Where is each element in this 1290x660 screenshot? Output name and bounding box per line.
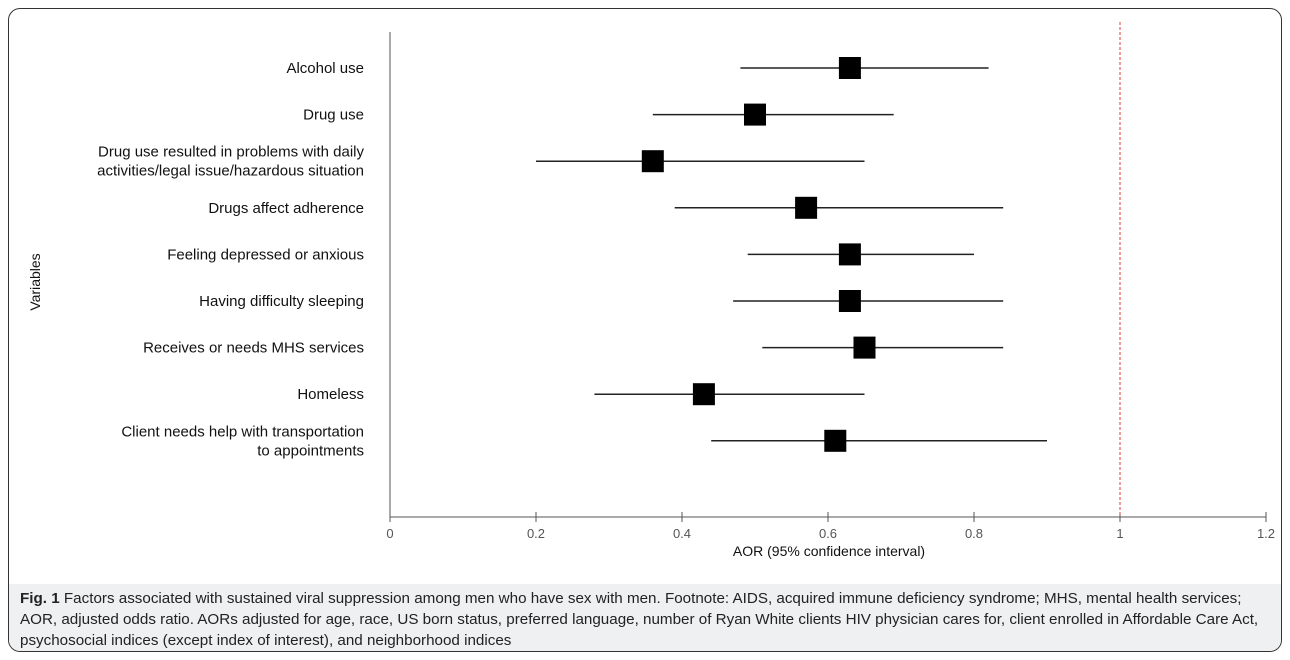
- caption-text: Factors associated with sustained viral …: [20, 590, 1259, 649]
- row-label: Having difficulty sleeping: [199, 293, 364, 310]
- forest-row: Drug use resulted in problems with daily…: [97, 144, 865, 180]
- aor-marker: [853, 336, 876, 359]
- row-label: Drug use: [303, 107, 364, 124]
- aor-marker: [641, 150, 664, 173]
- x-tick-label: 0.2: [527, 526, 545, 541]
- row-label: Homeless: [297, 386, 364, 403]
- row-label: to appointments: [257, 442, 364, 459]
- aor-marker: [838, 243, 861, 266]
- aor-marker: [795, 196, 818, 219]
- forest-row: Homeless: [297, 383, 865, 406]
- x-tick-label: 0.4: [673, 526, 691, 541]
- x-tick-label: 1.2: [1257, 526, 1275, 541]
- forest-row: Drugs affect adherence: [208, 196, 1004, 219]
- figure-label: Fig. 1: [20, 590, 60, 607]
- forest-row: Receives or needs MHS services: [143, 336, 1004, 359]
- aor-marker: [838, 57, 861, 79]
- row-label: Receives or needs MHS services: [143, 340, 364, 357]
- figure-caption: Fig. 1 Factors associated with sustained…: [20, 588, 1270, 651]
- row-label: Alcohol use: [286, 60, 364, 77]
- aor-marker: [824, 429, 847, 452]
- aor-marker: [838, 290, 861, 312]
- row-label: Drug use resulted in problems with daily: [98, 144, 364, 161]
- figure-frame: [8, 8, 1282, 652]
- caption-background: [9, 584, 1281, 651]
- y-axis-title: Variables: [27, 253, 43, 310]
- row-label: activities/legal issue/hazardous situati…: [97, 163, 364, 180]
- aor-marker: [744, 103, 766, 126]
- forest-plot: Alcohol use Drug use Drug use resulted in …: [27, 22, 1275, 559]
- x-axis-ticks: 0 0.2 0.4 0.6 0.8 1 1.2: [386, 512, 1275, 541]
- forest-row: Drug use: [303, 103, 894, 126]
- x-tick-label: 0.8: [965, 526, 983, 541]
- forest-row: Alcohol use: [286, 57, 989, 79]
- aor-marker: [692, 383, 715, 406]
- row-label: Feeling depressed or anxious: [167, 246, 364, 263]
- forest-row: Client needs help with transportation to …: [121, 423, 1047, 459]
- forest-row: Feeling depressed or anxious: [167, 243, 974, 266]
- x-tick-label: 0: [386, 526, 393, 541]
- forest-row: Having difficulty sleeping: [199, 290, 1004, 312]
- x-axis-title: AOR (95% confidence interval): [733, 543, 925, 559]
- x-tick-label: 1: [1116, 526, 1123, 541]
- row-label: Client needs help with transportation: [121, 423, 364, 440]
- plot-rows: Alcohol use Drug use Drug use resulted in …: [97, 57, 1047, 459]
- x-tick-label: 0.6: [819, 526, 837, 541]
- row-label: Drugs affect adherence: [208, 200, 364, 217]
